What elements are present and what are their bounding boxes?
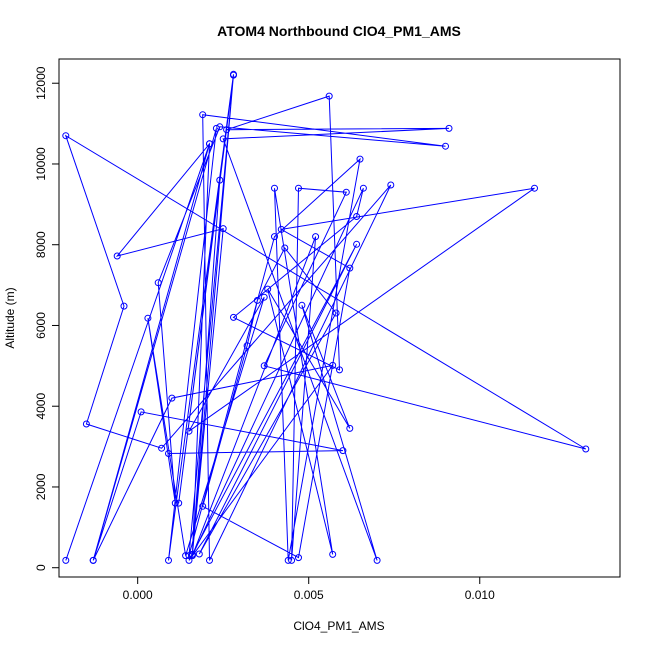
data-point: [219, 225, 227, 233]
series-points: [62, 70, 590, 564]
data-point: [253, 296, 261, 304]
series-line: [64, 74, 587, 561]
data-point: [295, 184, 302, 192]
data-point: [223, 126, 231, 134]
data-point: [62, 556, 70, 564]
x-tick-label: 0.005: [294, 588, 324, 602]
y-axis: 0 2000 4000 6000 8000 10000 12000: [34, 66, 60, 571]
data-point: [185, 427, 193, 435]
data-point: [89, 556, 97, 564]
data-point: [260, 362, 268, 370]
y-tick-label: 8000: [34, 231, 48, 258]
data-point: [243, 342, 251, 350]
y-tick-label: 12000: [34, 66, 48, 100]
data-point: [199, 111, 207, 119]
data-point: [216, 123, 224, 131]
data-point: [295, 554, 302, 562]
data-point: [359, 184, 367, 192]
data-point: [531, 184, 538, 192]
data-point: [206, 140, 213, 148]
data-point: [216, 176, 224, 184]
data-point: [168, 394, 176, 402]
data-point: [387, 181, 395, 189]
data-point: [195, 550, 203, 558]
series-path: [64, 74, 587, 561]
data-point: [171, 499, 179, 507]
data-point: [82, 420, 90, 428]
data-point: [137, 408, 145, 416]
data-point: [188, 552, 196, 560]
data-point: [332, 309, 340, 317]
data-point: [284, 556, 292, 564]
data-point: [353, 213, 361, 220]
data-point: [329, 361, 337, 369]
data-point: [260, 293, 268, 301]
data-point: [356, 155, 364, 163]
data-point: [120, 302, 128, 310]
data-point: [312, 233, 320, 241]
y-tick-label: 4000: [34, 393, 48, 420]
data-point: [185, 552, 193, 560]
data-point: [230, 71, 237, 79]
data-point: [113, 252, 121, 260]
data-point: [206, 556, 213, 564]
data-point: [342, 188, 350, 196]
data-point: [185, 556, 193, 564]
y-tick-label: 0: [34, 564, 48, 571]
data-point: [271, 184, 278, 192]
data-point: [165, 556, 172, 564]
data-point: [442, 142, 449, 150]
data-point: [373, 556, 381, 564]
data-point: [329, 550, 337, 558]
y-tick-label: 10000: [34, 147, 48, 181]
data-point: [199, 502, 207, 510]
data-point: [158, 444, 166, 452]
data-point: [346, 424, 354, 432]
data-point: [219, 135, 227, 143]
chart-title: ATOM4 Northbound ClO4_PM1_AMS: [217, 23, 461, 39]
data-point: [144, 314, 152, 322]
y-tick-label: 6000: [34, 312, 48, 339]
data-point: [277, 225, 285, 233]
y-tick-label: 2000: [34, 473, 48, 500]
x-tick-label: 0.010: [465, 588, 495, 602]
data-point: [281, 244, 289, 252]
data-point: [212, 124, 220, 132]
y-axis-label: Altitude (m): [3, 287, 17, 348]
x-axis: 0.000 0.005 0.010: [123, 576, 495, 602]
x-axis-label: ClO4_PM1_AMS: [293, 619, 384, 633]
data-point: [353, 240, 361, 248]
data-point: [325, 92, 333, 100]
data-point: [230, 313, 237, 321]
x-tick-label: 0.000: [123, 588, 153, 602]
data-point: [62, 132, 70, 140]
data-point: [271, 233, 278, 241]
data-point: [264, 285, 272, 293]
data-point: [582, 445, 590, 453]
data-point: [445, 124, 453, 132]
data-point: [288, 556, 296, 564]
data-point: [154, 279, 162, 287]
data-point: [346, 264, 354, 272]
data-point: [175, 499, 183, 507]
data-point: [336, 366, 343, 374]
data-point: [339, 447, 347, 455]
data-point: [165, 450, 172, 457]
data-point: [182, 552, 190, 560]
data-point: [298, 301, 306, 309]
